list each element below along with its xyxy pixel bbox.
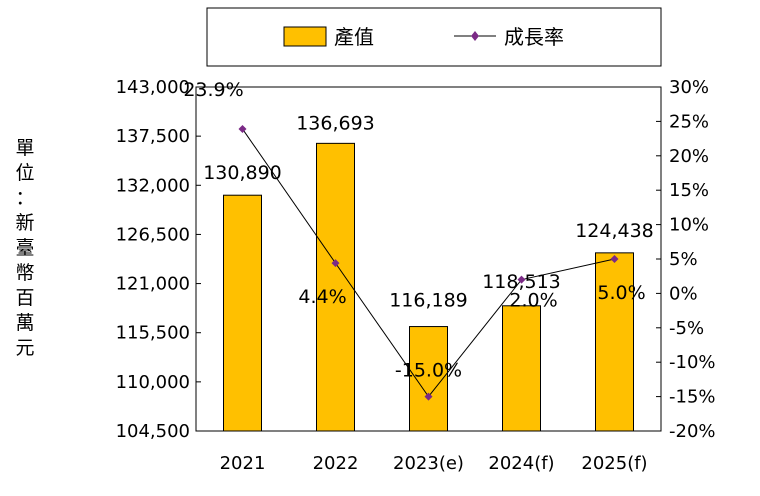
growth-value-label: 23.9% xyxy=(183,79,243,101)
y2-tick-label: 0% xyxy=(669,283,698,304)
growth-value-label: 4.4% xyxy=(298,286,346,308)
data-labels: 130,890 136,693 116,189 118,513 124,438 23.9%… xyxy=(183,79,653,382)
y2-tick-label: 15% xyxy=(669,180,709,201)
y-tick-label: 104,500 xyxy=(116,421,190,442)
y-tick-label: 121,000 xyxy=(116,274,190,295)
legend-label-line: 成長率 xyxy=(504,25,564,49)
growth-marker-2024(f) xyxy=(517,275,526,284)
y-axis-left: 143,000 137,500 132,000 126,500 121,000 115,5… xyxy=(116,77,201,442)
y-title-char: ： xyxy=(15,187,34,209)
y2-tick-label: -15% xyxy=(669,387,716,408)
y-tick-label: 110,000 xyxy=(116,372,190,393)
y2-tick-label: 20% xyxy=(669,146,709,167)
x-tick-label: 2025(f) xyxy=(581,453,647,474)
bar-value-label: 118,513 xyxy=(482,271,561,293)
y2-tick-label: 25% xyxy=(669,111,709,132)
growth-marker-2023(e) xyxy=(424,392,433,401)
bar-2023(e) xyxy=(409,326,448,432)
bar-2022 xyxy=(316,142,355,432)
y2-tick-label: 10% xyxy=(669,215,709,236)
y2-tick-label: -5% xyxy=(669,318,704,339)
y-title-char: 位 xyxy=(15,162,34,184)
y-tick-label: 115,500 xyxy=(116,323,190,344)
y-title-char: 單 xyxy=(15,137,34,159)
bar-value-label: 136,693 xyxy=(296,112,375,134)
y-title-char: 新 xyxy=(15,212,34,234)
y-title-char: 元 xyxy=(15,337,34,359)
legend-frame xyxy=(206,7,662,67)
line-series xyxy=(238,124,619,401)
y2-tick-label: 30% xyxy=(669,77,709,98)
y-tick-label: 132,000 xyxy=(116,175,190,196)
y-title-char: 臺 xyxy=(15,237,34,259)
legend: 產值 成長率 xyxy=(206,7,662,67)
legend-swatch-bar xyxy=(283,26,327,47)
growth-value-label: 2.0% xyxy=(509,290,557,312)
y2-tick-label: -10% xyxy=(669,352,716,373)
bar-series xyxy=(223,142,634,432)
bar-2024(f) xyxy=(502,305,541,432)
legend-swatch-marker xyxy=(471,31,479,41)
x-tick-label: 2024(f) xyxy=(488,453,554,474)
bar-value-label: 116,189 xyxy=(389,290,468,312)
y-axis-right: 30% 25% 20% 15% 10% 5% 0% -5% -10% -15% -20% xyxy=(656,77,716,442)
growth-marker-2021 xyxy=(238,124,247,133)
y-tick-label: 143,000 xyxy=(116,77,190,98)
legend-label-bar: 產值 xyxy=(334,25,374,49)
y-title-char: 百 xyxy=(15,287,34,309)
bar-value-label: 124,438 xyxy=(575,220,654,242)
y-title-char: 萬 xyxy=(15,312,34,334)
y2-tick-label: -20% xyxy=(669,421,716,442)
growth-value-label: 5.0% xyxy=(597,282,645,304)
growth-marker-2022 xyxy=(331,259,340,268)
growth-marker-2025(f) xyxy=(610,255,619,263)
x-axis: 2021 2022 2023(e) 2024(f) 2025(f) xyxy=(220,453,648,474)
y-title-char: 幣 xyxy=(15,262,34,284)
growth-value-label: -15.0% xyxy=(395,360,462,382)
bar-2025(f) xyxy=(595,252,634,432)
y-tick-label: 126,500 xyxy=(116,224,190,245)
y-tick-label: 137,500 xyxy=(116,126,190,147)
y2-tick-label: 5% xyxy=(669,249,698,270)
x-tick-label: 2022 xyxy=(313,453,359,474)
bar-value-label: 130,890 xyxy=(203,162,282,184)
x-tick-label: 2023(e) xyxy=(393,453,464,474)
x-tick-label: 2021 xyxy=(220,453,266,474)
bar-2021 xyxy=(223,194,262,432)
